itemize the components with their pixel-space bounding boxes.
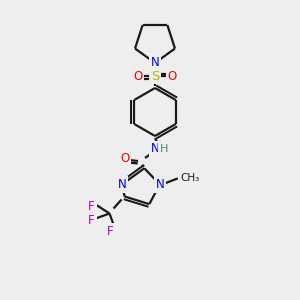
Text: N: N	[155, 178, 164, 191]
Text: N: N	[118, 178, 127, 191]
Text: O: O	[134, 70, 142, 83]
Text: F: F	[88, 214, 95, 227]
Text: O: O	[167, 70, 177, 83]
Text: N: N	[151, 142, 159, 155]
Text: O: O	[120, 152, 130, 166]
Text: S: S	[151, 70, 159, 83]
Text: F: F	[88, 200, 95, 213]
Text: H: H	[160, 144, 168, 154]
Text: F: F	[107, 225, 114, 238]
Text: N: N	[151, 56, 159, 70]
Text: CH₃: CH₃	[181, 173, 200, 183]
